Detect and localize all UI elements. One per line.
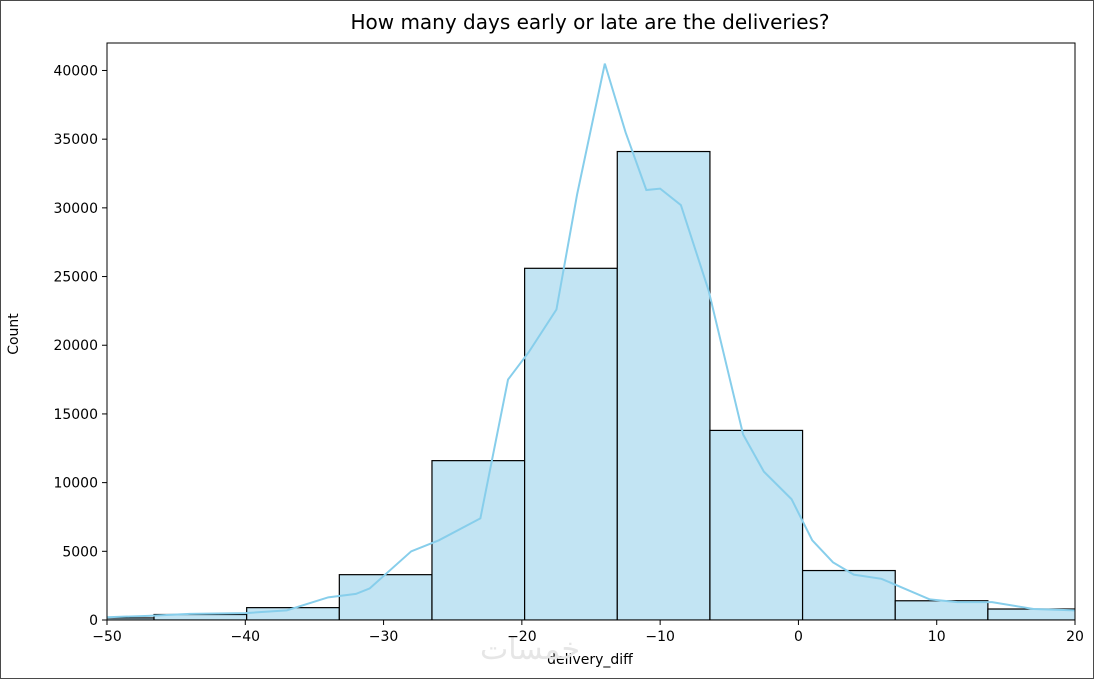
y-tick-label: 0 xyxy=(89,613,98,629)
y-tick-label: 35000 xyxy=(53,132,98,148)
histogram-bar-4 xyxy=(432,461,525,620)
y-tick-label: 10000 xyxy=(53,476,98,492)
histogram-bar-6 xyxy=(617,152,710,620)
histogram-bar-3 xyxy=(339,575,432,620)
x-ticks: −50 −40 −30 −20 −10 0 10 20 xyxy=(92,620,1084,645)
y-tick-label: 20000 xyxy=(53,338,98,354)
y-tick-label: 30000 xyxy=(53,201,98,217)
y-tick-label: 15000 xyxy=(53,407,98,423)
y-tick-label: 40000 xyxy=(53,63,98,79)
bars-group xyxy=(61,152,1080,620)
histogram-bar-9 xyxy=(895,601,988,620)
y-tick-label: 5000 xyxy=(62,544,98,560)
y-ticks: 0 5000 10000 15000 20000 25000 30000 35000 40000 xyxy=(53,63,107,629)
x-tick-label: 10 xyxy=(928,629,946,645)
x-tick-label: −40 xyxy=(231,629,261,645)
x-tick-label: 0 xyxy=(794,629,803,645)
x-tick-label: −30 xyxy=(369,629,399,645)
x-tick-label: −50 xyxy=(92,629,122,645)
histogram-bar-5 xyxy=(525,268,618,620)
x-tick-label: −20 xyxy=(507,629,537,645)
histogram-bar-2 xyxy=(247,608,340,620)
x-tick-label: 20 xyxy=(1066,629,1084,645)
y-tick-label: 25000 xyxy=(53,270,98,286)
x-tick-label: −10 xyxy=(645,629,675,645)
